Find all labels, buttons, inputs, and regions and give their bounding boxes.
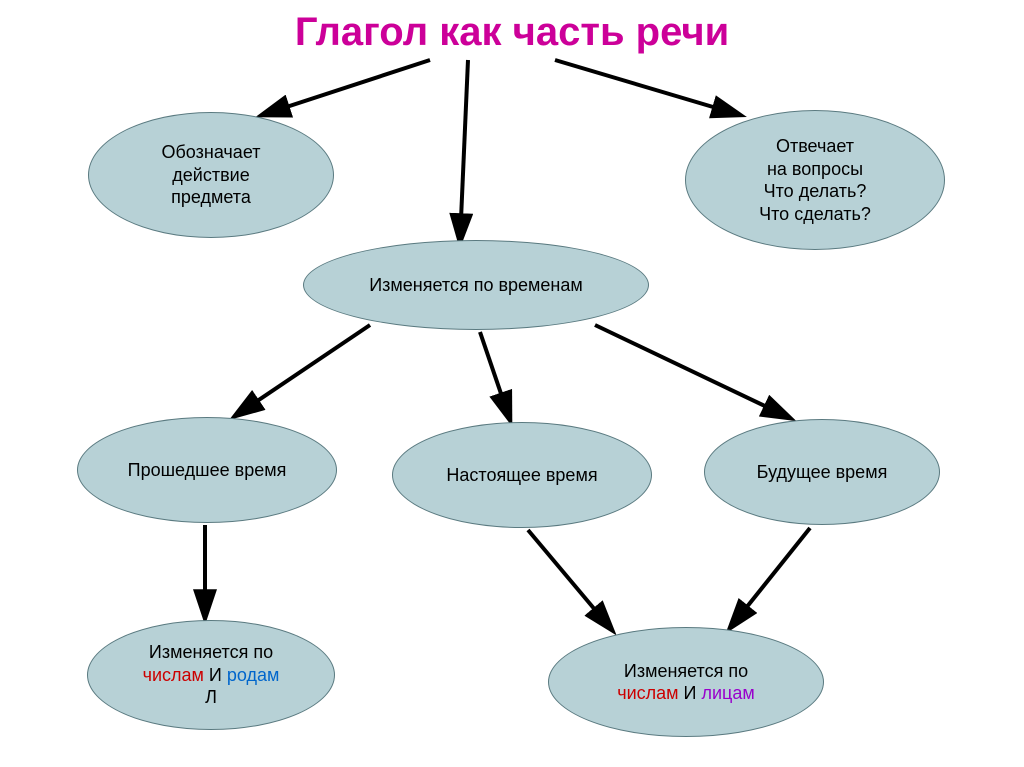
- node-text-n6: Будущее время: [753, 457, 892, 488]
- node-text-n2: Отвечаетна вопросыЧто делать?Что сделать…: [755, 131, 875, 229]
- node-n5: Настоящее время: [392, 422, 652, 528]
- arrow-8: [730, 528, 810, 628]
- node-n8: Изменяется почислам И лицам: [548, 627, 824, 737]
- arrow-2: [555, 60, 740, 115]
- node-text-n1: Обозначаетдействиепредмета: [158, 137, 265, 213]
- arrow-1: [460, 60, 468, 242]
- arrow-4: [480, 332, 510, 420]
- node-text-n3: Изменяется по временам: [365, 270, 587, 301]
- node-text-n5: Настоящее время: [442, 460, 601, 491]
- node-n7: Изменяется по числам И родам Л: [87, 620, 335, 730]
- node-n3: Изменяется по временам: [303, 240, 649, 330]
- page-title: Глагол как часть речи: [0, 10, 1024, 55]
- node-n2: Отвечаетна вопросыЧто делать?Что сделать…: [685, 110, 945, 250]
- node-text-n4: Прошедшее время: [124, 455, 291, 486]
- node-n1: Обозначаетдействиепредмета: [88, 112, 334, 238]
- arrow-7: [528, 530, 612, 630]
- node-n6: Будущее время: [704, 419, 940, 525]
- node-text-n8: Изменяется почислам И лицам: [613, 656, 759, 709]
- node-text-n7: Изменяется по числам И родам Л: [139, 637, 284, 713]
- arrow-3: [235, 325, 370, 416]
- arrow-5: [595, 325, 790, 418]
- arrow-0: [262, 60, 430, 115]
- node-n4: Прошедшее время: [77, 417, 337, 523]
